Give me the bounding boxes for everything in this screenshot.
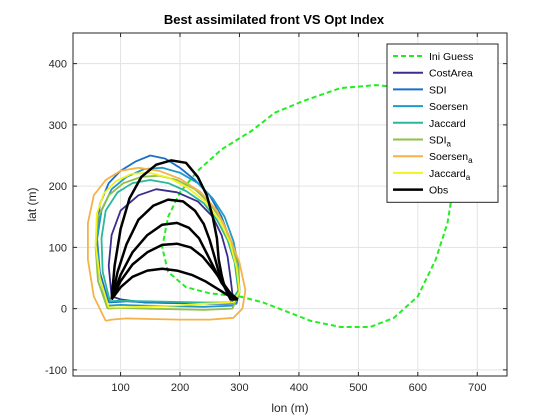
ticks: 100 200 300 400 500 600 700 -100 0 100 200 300 400 (45, 33, 507, 394)
legend-label-soersen: Soersen (429, 101, 468, 113)
legend-box (386, 43, 499, 203)
x-tick-label: 200 (171, 382, 189, 394)
x-tick-label: 600 (409, 382, 427, 394)
y-axis-label: lat (m) (25, 188, 39, 222)
x-tick-label: 100 (111, 382, 129, 394)
series-line-obs (110, 267, 239, 301)
x-tick-label: 500 (349, 382, 367, 394)
legend-label-jaccard_a: Jaccarda (429, 168, 471, 182)
x-axis-label: lon (m) (271, 401, 308, 415)
y-tick-label: -100 (45, 365, 67, 377)
y-tick-label: 300 (49, 120, 67, 132)
x-tick-label: 400 (290, 382, 308, 394)
y-tick-label: 100 (49, 242, 67, 254)
series-group (87, 84, 458, 328)
y-tick-label: 200 (49, 181, 67, 193)
series-line-jaccard_a (94, 171, 241, 309)
legend: Ini Guess CostArea SDI Soersen Jaccard SDIa So… (386, 43, 499, 203)
legend-label-soersen_a: Soersena (429, 151, 473, 165)
legend-label-obs: Obs (429, 185, 448, 197)
series-line-obs (110, 242, 239, 301)
legend-label-sdi: SDI (429, 84, 447, 96)
series-line-soersen_a (87, 166, 247, 322)
legend-label-sdi_a: SDIa (429, 135, 452, 149)
legend-label-jaccard: Jaccard (429, 118, 466, 130)
chart-title: Best assimilated front VS Opt Index (164, 12, 385, 27)
legend-label-ini_guess: Ini Guess (429, 51, 473, 63)
x-tick-label: 700 (468, 382, 486, 394)
y-tick-label: 400 (49, 59, 67, 71)
x-tick-label: 300 (230, 382, 248, 394)
legend-label-costarea: CostArea (429, 68, 473, 80)
y-tick-label: 0 (61, 304, 67, 316)
